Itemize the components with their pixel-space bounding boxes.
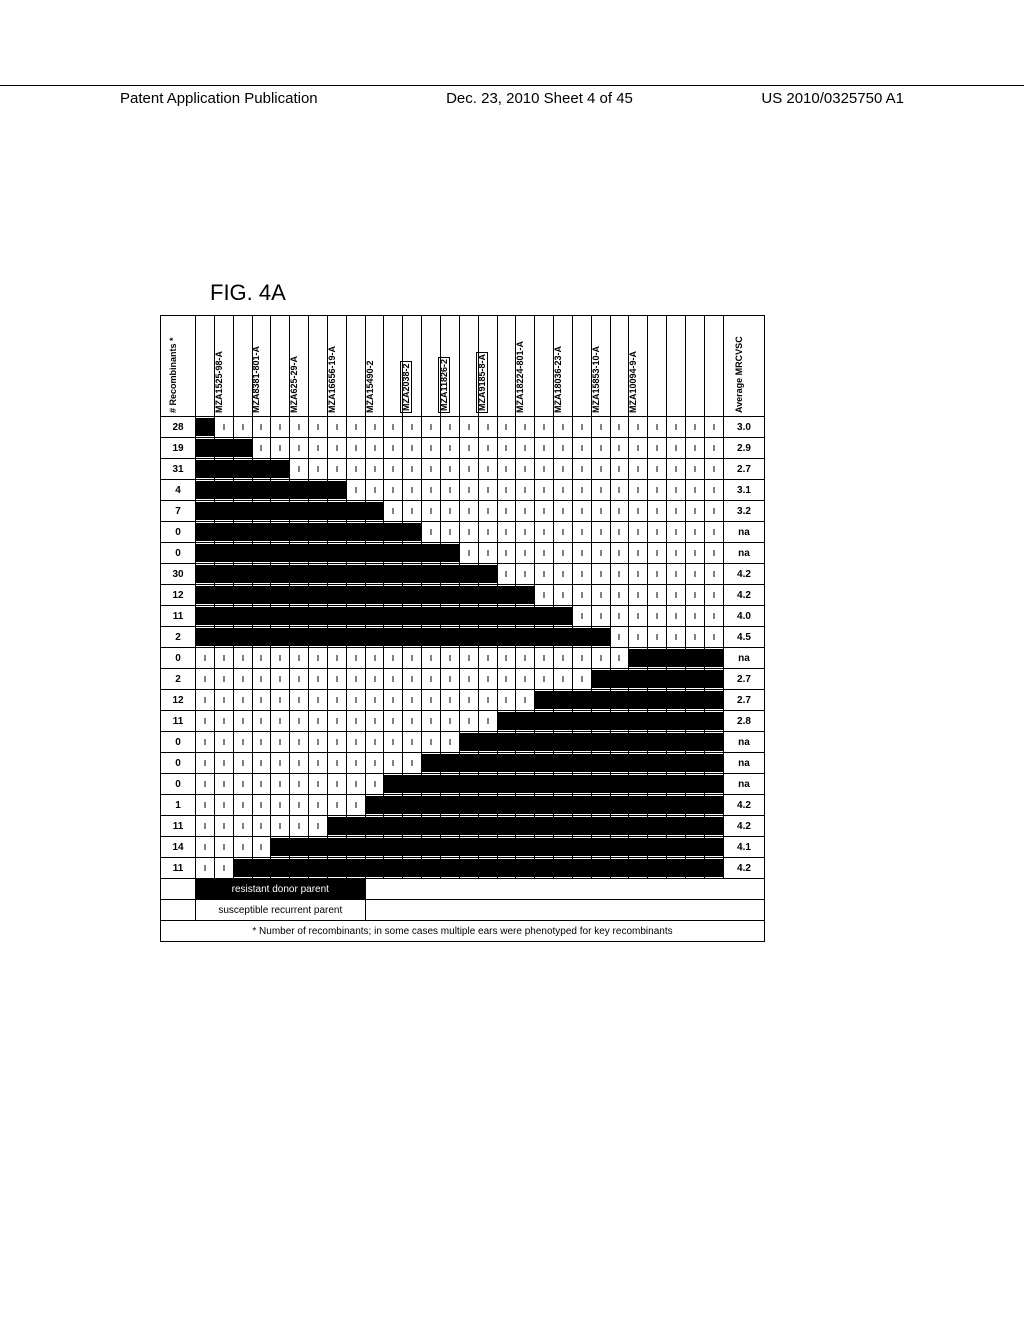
average-score: na	[724, 774, 765, 795]
figure-label: FIG. 4A	[210, 280, 286, 306]
recombinant-count: 0	[161, 753, 196, 774]
average-score: na	[724, 753, 765, 774]
table-row: 0 na	[161, 753, 765, 774]
average-score: 4.0	[724, 606, 765, 627]
average-score: 4.5	[724, 627, 765, 648]
recombinant-count: 11	[161, 816, 196, 837]
average-score: na	[724, 543, 765, 564]
average-score: 3.1	[724, 480, 765, 501]
table-row: 0 na	[161, 732, 765, 753]
recombinant-count: 11	[161, 711, 196, 732]
recombinant-count: 2	[161, 669, 196, 690]
recombinant-chart: # Recombinants *MZA1525-98-AMZA8381-801-…	[160, 315, 765, 942]
table-row: 43.1	[161, 480, 765, 501]
recombinant-count: 11	[161, 858, 196, 879]
average-score: na	[724, 522, 765, 543]
marker-label: MZA15490-2	[365, 360, 375, 413]
average-score: 3.0	[724, 417, 765, 438]
table-row: 304.2	[161, 564, 765, 585]
average-score: 2.9	[724, 438, 765, 459]
recombinant-count: 0	[161, 648, 196, 669]
table-row: 114.2	[161, 858, 765, 879]
marker-label: MZA18036-23-A	[553, 346, 563, 413]
recombinant-count: 12	[161, 585, 196, 606]
table-row: 0 na	[161, 543, 765, 564]
marker-label: MZA10094-9-A	[628, 351, 638, 413]
table-row: 312.7	[161, 459, 765, 480]
recombinant-count: 0	[161, 774, 196, 795]
average-score: na	[724, 732, 765, 753]
table-row: 283.0	[161, 417, 765, 438]
table-row: 24.5	[161, 627, 765, 648]
table-row: 112.8	[161, 711, 765, 732]
recombinant-count: 14	[161, 837, 196, 858]
marker-label: MZA8381-801-A	[251, 346, 261, 413]
marker-label: MZA625-29-A	[289, 356, 299, 413]
marker-label: MZA15853-10-A	[591, 346, 601, 413]
recombinant-count: 31	[161, 459, 196, 480]
average-score: 2.7	[724, 690, 765, 711]
header-center: Dec. 23, 2010 Sheet 4 of 45	[446, 90, 633, 107]
recombinant-count: 0	[161, 522, 196, 543]
table-row: 144.1	[161, 837, 765, 858]
recombinant-count: 7	[161, 501, 196, 522]
marker-label: MZA1525-98-A	[214, 351, 224, 413]
average-score: 4.1	[724, 837, 765, 858]
recombinant-count: 12	[161, 690, 196, 711]
chart-table: # Recombinants *MZA1525-98-AMZA8381-801-…	[160, 315, 765, 942]
footnote: * Number of recombinants; in some cases …	[161, 921, 765, 942]
table-row: 73.2	[161, 501, 765, 522]
recombinant-count: 0	[161, 543, 196, 564]
average-score: 4.2	[724, 795, 765, 816]
marker-label: MZA11826-2	[438, 357, 450, 413]
average-score: 2.8	[724, 711, 765, 732]
table-row: 124.2	[161, 585, 765, 606]
table-row: 0 na	[161, 522, 765, 543]
average-score: 3.2	[724, 501, 765, 522]
recombinant-count: 19	[161, 438, 196, 459]
legend-resistant: resistant donor parent	[196, 879, 366, 900]
table-row: 0 na	[161, 648, 765, 669]
recombinant-count: 1	[161, 795, 196, 816]
marker-label: MZA18224-801-A	[515, 341, 525, 413]
marker-label: MZA2038-2	[400, 361, 412, 413]
average-score: 4.2	[724, 816, 765, 837]
table-row: 192.9	[161, 438, 765, 459]
average-score: 2.7	[724, 459, 765, 480]
average-score: 4.2	[724, 564, 765, 585]
average-score: 4.2	[724, 858, 765, 879]
patent-header: Patent Application Publication Dec. 23, …	[0, 85, 1024, 107]
recombinant-count: 4	[161, 480, 196, 501]
marker-label: MZA16656-19-A	[327, 346, 337, 413]
table-row: 0 na	[161, 774, 765, 795]
table-row: 122.7	[161, 690, 765, 711]
table-row: 114.0	[161, 606, 765, 627]
recombinant-count: 28	[161, 417, 196, 438]
legend-susceptible: susceptible recurrent parent	[196, 900, 366, 921]
table-row: 14.2	[161, 795, 765, 816]
recombinant-count: 0	[161, 732, 196, 753]
recombinant-count: 11	[161, 606, 196, 627]
average-score: 4.2	[724, 585, 765, 606]
average-score: 2.7	[724, 669, 765, 690]
header-left: Patent Application Publication	[120, 90, 318, 107]
table-row: 22.7	[161, 669, 765, 690]
recombinant-count: 30	[161, 564, 196, 585]
recombinant-count: 2	[161, 627, 196, 648]
marker-label: MZA9185-8-A	[476, 352, 488, 413]
average-score: na	[724, 648, 765, 669]
header-right: US 2010/0325750 A1	[761, 90, 904, 107]
table-row: 114.2	[161, 816, 765, 837]
